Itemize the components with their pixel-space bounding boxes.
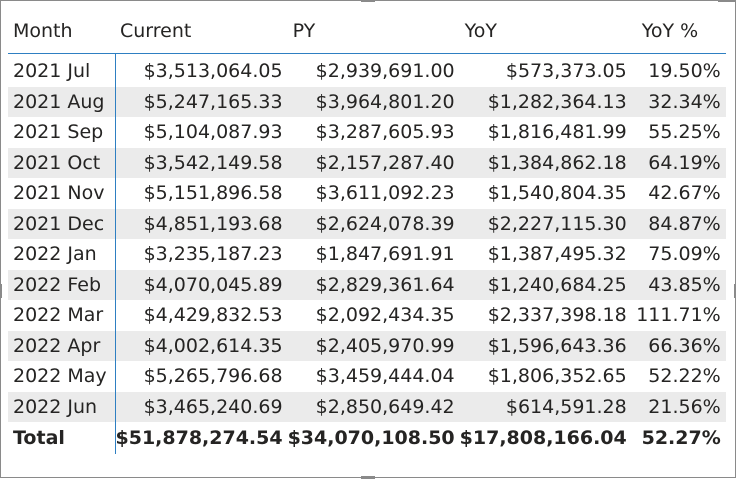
cell-current: $5,265,796.68 (143, 365, 283, 388)
table-row[interactable]: 2021 Sep $5,104,087.93 $3,287,605.93 $1,… (8, 117, 726, 148)
cell-current: $4,070,045.89 (115, 269, 288, 300)
table-row[interactable]: 2021 Aug $5,247,165.33 $3,964,801.20 $1,… (8, 86, 726, 117)
total-label: Total (8, 422, 116, 454)
table-row[interactable]: 2022 Jun $3,465,240.69 $2,850,649.42 $61… (8, 391, 726, 422)
cell-current: $3,513,064.05 (143, 60, 283, 83)
column-header-month[interactable]: Month (8, 9, 115, 54)
cell-yoy-pct: 55.25% (648, 121, 721, 144)
cell-current: $5,247,165.33 (115, 86, 288, 117)
cell-py: $3,964,801.20 (287, 86, 460, 117)
cell-current: $4,429,832.53 (143, 304, 283, 327)
table-row[interactable]: 2022 Mar $4,429,832.53 $2,092,434.35 $2,… (8, 300, 726, 331)
cell-yoy: $1,387,495.32 (487, 243, 627, 266)
total-current: $51,878,274.54 (115, 427, 283, 449)
cell-yoy: $573,373.05 (505, 60, 627, 83)
total-yoy: $17,808,166.04 (459, 427, 627, 449)
cell-current: $3,465,240.69 (115, 391, 288, 422)
header-row: Month Current PY YoY YoY % (8, 9, 726, 54)
matrix-table: Month Current PY YoY YoY % 2021 Jul $3,5… (8, 9, 726, 454)
cell-py: $2,157,287.40 (287, 147, 460, 178)
column-header-current[interactable]: Current (115, 9, 288, 54)
cell-yoy: $1,282,364.13 (459, 86, 632, 117)
cell-current: $5,104,087.93 (143, 121, 283, 144)
table-row[interactable]: 2021 Oct $3,542,149.58 $2,157,287.40 $1,… (8, 147, 726, 178)
total-yoy-pct: 52.27% (641, 427, 721, 449)
cell-yoy: $2,337,398.18 (487, 304, 627, 327)
cell-yoy-pct: 84.87% (631, 208, 726, 239)
table-row[interactable]: 2022 Jan $3,235,187.23 $1,847,691.91 $1,… (8, 239, 726, 270)
cell-py: $3,459,444.04 (315, 365, 455, 388)
cell-py: $2,092,434.35 (315, 304, 455, 327)
cell-yoy-pct: 21.56% (631, 391, 726, 422)
cell-yoy-pct: 19.50% (648, 60, 721, 83)
row-month: 2021 Dec (8, 208, 116, 239)
total-row[interactable]: Total $51,878,274.54 $34,070,108.50 $17,… (8, 422, 726, 454)
resize-handle-right[interactable] (734, 284, 736, 298)
cell-yoy-pct: 43.85% (631, 269, 726, 300)
row-month: 2021 Oct (8, 147, 116, 178)
cell-yoy-pct: 52.22% (648, 365, 721, 388)
cell-current: $4,002,614.35 (115, 330, 288, 361)
cell-yoy: $1,240,684.25 (459, 269, 632, 300)
cell-yoy-pct: 32.34% (631, 86, 726, 117)
row-month: 2022 Mar (8, 300, 116, 331)
cell-current: $3,235,187.23 (143, 243, 283, 266)
column-header-py[interactable]: PY (287, 9, 460, 54)
row-month: 2022 Jan (8, 239, 116, 270)
column-header-yoy-pct[interactable]: YoY % (631, 9, 726, 54)
cell-yoy: $2,227,115.30 (459, 208, 632, 239)
cell-yoy: $614,591.28 (459, 391, 632, 422)
resize-handle-top[interactable] (361, 0, 375, 2)
cell-py: $2,829,361.64 (287, 269, 460, 300)
row-month: 2021 Sep (8, 117, 116, 148)
cell-yoy: $1,816,481.99 (487, 121, 627, 144)
cell-yoy: $1,806,352.65 (487, 365, 627, 388)
row-month: 2022 Jun (8, 391, 116, 422)
table-row[interactable]: 2021 Dec $4,851,193.68 $2,624,078.39 $2,… (8, 208, 726, 239)
table-row[interactable]: 2022 May $5,265,796.68 $3,459,444.04 $1,… (8, 361, 726, 392)
column-header-yoy[interactable]: YoY (459, 9, 632, 54)
row-month: 2022 Feb (8, 269, 116, 300)
row-month: 2021 Aug (8, 86, 116, 117)
cell-current: $3,542,149.58 (115, 147, 288, 178)
visual-header-edge (718, 0, 736, 2)
cell-py: $2,850,649.42 (287, 391, 460, 422)
row-month: 2022 Apr (8, 330, 116, 361)
cell-yoy: $1,384,862.18 (459, 147, 632, 178)
row-month: 2021 Nov (8, 178, 116, 209)
row-month: 2021 Jul (8, 53, 116, 87)
cell-current: $5,151,896.58 (143, 182, 283, 205)
cell-yoy: $1,540,804.35 (487, 182, 627, 205)
resize-handle-left[interactable] (0, 284, 2, 298)
cell-py: $2,624,078.39 (287, 208, 460, 239)
cell-py: $3,287,605.93 (315, 121, 455, 144)
table-row[interactable]: 2021 Nov $5,151,896.58 $3,611,092.23 $1,… (8, 178, 726, 209)
cell-yoy-pct: 66.36% (631, 330, 726, 361)
total-py: $34,070,108.50 (287, 427, 455, 449)
cell-yoy-pct: 75.09% (648, 243, 721, 266)
cell-yoy-pct: 111.71% (636, 304, 721, 327)
table-row[interactable]: 2021 Jul $3,513,064.05 $2,939,691.00 $57… (8, 53, 726, 87)
cell-py: $2,405,970.99 (287, 330, 460, 361)
table-row[interactable]: 2022 Feb $4,070,045.89 $2,829,361.64 $1,… (8, 269, 726, 300)
table-row[interactable]: 2022 Apr $4,002,614.35 $2,405,970.99 $1,… (8, 330, 726, 361)
row-month: 2022 May (8, 361, 116, 392)
cell-py: $1,847,691.91 (315, 243, 455, 266)
cell-current: $4,851,193.68 (115, 208, 288, 239)
cell-py: $3,611,092.23 (315, 182, 455, 205)
cell-yoy: $1,596,643.36 (459, 330, 632, 361)
cell-yoy-pct: 64.19% (631, 147, 726, 178)
cell-py: $2,939,691.00 (315, 60, 455, 83)
cell-yoy-pct: 42.67% (648, 182, 721, 205)
